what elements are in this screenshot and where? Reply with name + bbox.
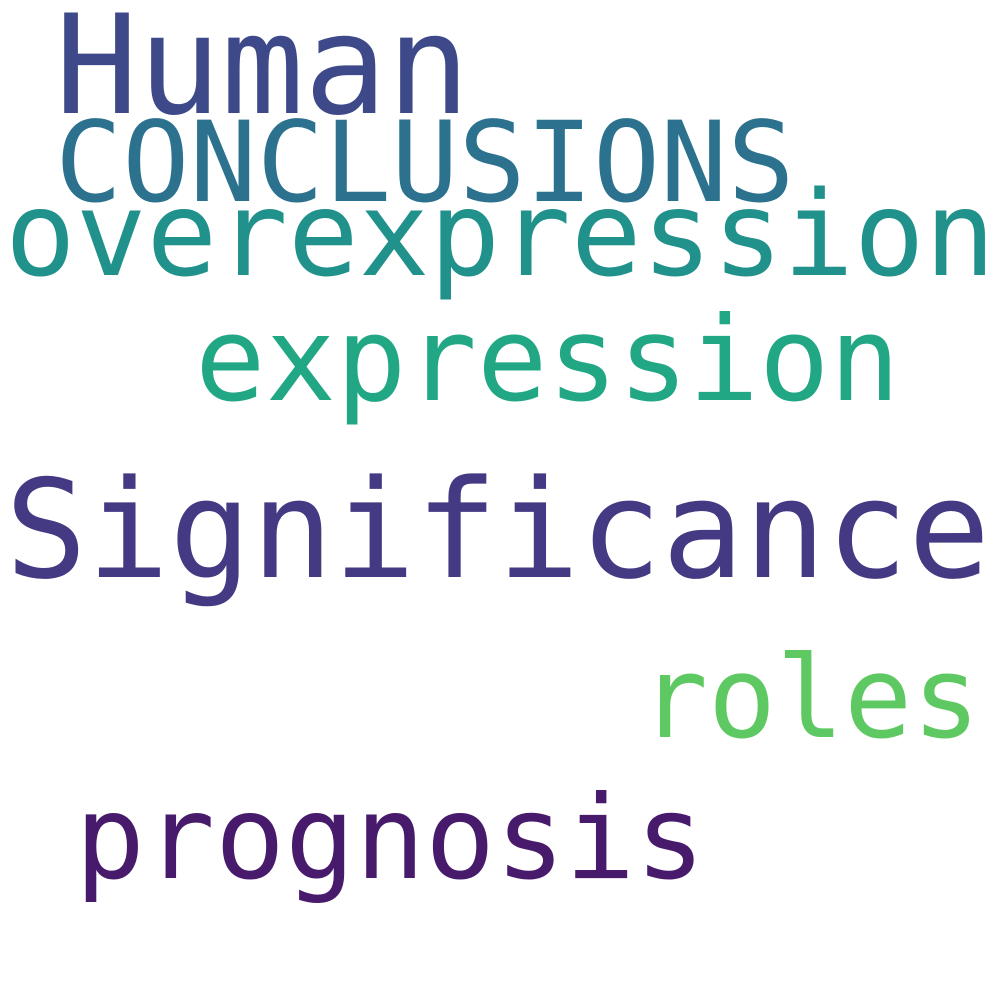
word-significance: Significance (5, 450, 991, 610)
word-expression: expression (195, 290, 900, 428)
word-human: Human (55, 0, 471, 147)
word-conclusions: CONCLUSIONS (55, 97, 795, 228)
word-prognosis: prognosis (75, 771, 706, 907)
word-overexpression: overexpression (5, 165, 996, 303)
word-roles: roles (640, 632, 981, 765)
